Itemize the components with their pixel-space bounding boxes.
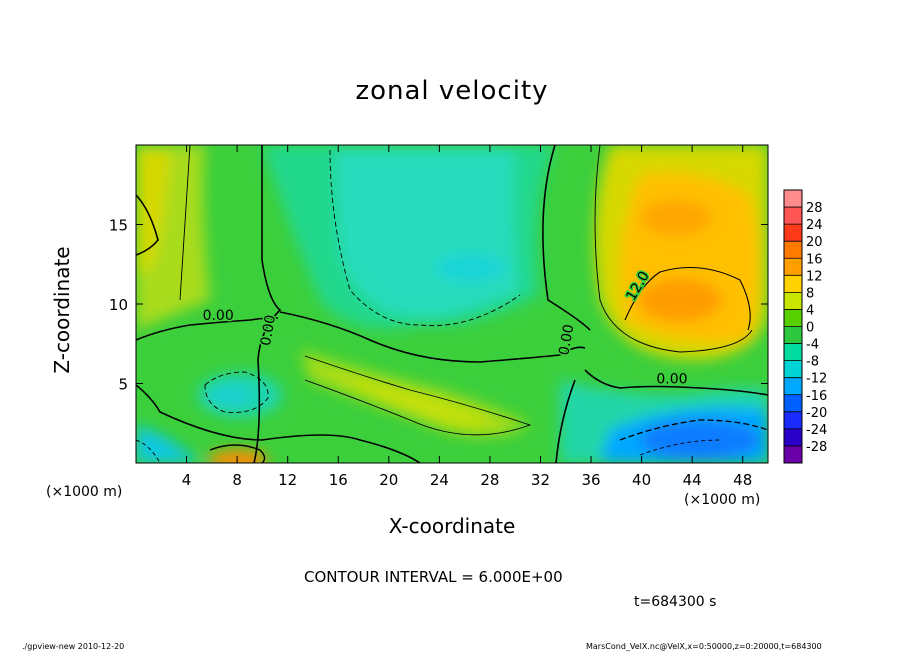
colorbar-swatch <box>784 326 802 345</box>
x-tick-label: 32 <box>531 471 550 489</box>
contour-interval-text: CONTOUR INTERVAL = 6.000E+00 <box>304 568 563 586</box>
colorbar-label: -28 <box>806 440 827 455</box>
colorbar-swatch <box>784 428 802 447</box>
colorbar-swatch <box>784 309 802 327</box>
colorbar-swatch <box>784 258 802 276</box>
footer-data-source: MarsCond_VelX.nc@VelX,x=0:50000,z=0:2000… <box>586 642 822 651</box>
colorbar-label: -24 <box>806 423 827 438</box>
colorbar-swatch <box>784 207 802 225</box>
colorbar-label: -20 <box>806 406 827 421</box>
chart-title: zonal velocity <box>355 76 549 106</box>
x-tick-label: 40 <box>632 471 651 489</box>
colorbar-label: 0 <box>806 321 814 336</box>
colorbar-label: -8 <box>806 355 819 370</box>
y-axis-ticks: 5 10 15 <box>109 217 768 394</box>
colorbar-swatch <box>784 377 802 396</box>
colorbar-label: 28 <box>806 201 823 216</box>
colorbar-label: 16 <box>806 252 823 267</box>
x-tick-label: 24 <box>430 471 449 489</box>
colorbar-label: -4 <box>806 338 819 353</box>
x-tick-label: 44 <box>683 471 702 489</box>
x-tick-label: 8 <box>232 471 242 489</box>
colorbar-swatch <box>784 275 802 293</box>
x-tick-label: 28 <box>480 471 499 489</box>
y-tick-label: 10 <box>109 296 128 314</box>
colorbar-label: -12 <box>806 372 827 387</box>
x-axis-label: X-coordinate <box>0 514 904 538</box>
x-unit-note-left: (×1000 m) <box>46 484 123 500</box>
colorbar-swatch <box>784 224 802 242</box>
contour-label: 0.00 <box>656 372 687 388</box>
x-tick-label: 36 <box>581 471 600 489</box>
y-tick-label: 5 <box>118 376 128 394</box>
contour-label-halo: 0.00 <box>656 372 687 388</box>
colorbar-swatch <box>784 394 802 413</box>
colorbar-label: 24 <box>806 218 823 233</box>
contour-label: 0.00 <box>258 314 279 347</box>
colorbar-swatch <box>784 241 802 259</box>
colorbar-swatch <box>784 360 802 379</box>
x-axis-label-text: X-coordinate <box>388 514 516 538</box>
colorbar-swatch <box>784 190 802 208</box>
colorbar-swatch <box>784 411 802 430</box>
x-unit-note-right: (×1000 m) <box>684 492 761 508</box>
colorbar-label: 8 <box>806 286 814 301</box>
footer-program-info: ./gpview-new 2010-12-20 <box>22 642 125 651</box>
contour-label: 0.00 <box>556 323 577 356</box>
colorbar-label: 4 <box>806 303 814 318</box>
x-tick-label: 4 <box>182 471 192 489</box>
y-tick-label: 15 <box>109 217 128 235</box>
colorbar-label: 12 <box>806 269 823 284</box>
colorbar-label: -16 <box>806 389 827 404</box>
colorbar-swatch <box>784 343 802 362</box>
colorbar-label: 20 <box>806 235 823 250</box>
contour-label: 0.00 <box>203 308 234 324</box>
colorbar-swatch <box>784 445 802 464</box>
contour-lines <box>136 145 768 463</box>
time-label: t=684300 s <box>634 594 717 610</box>
contour-label-halo: 0.00 <box>203 308 234 324</box>
x-tick-label: 12 <box>278 471 297 489</box>
x-axis-ticks: 4 8 12 16 20 24 28 32 36 40 44 48 <box>182 145 752 489</box>
colorbar-swatch <box>784 292 802 310</box>
x-tick-label: 48 <box>733 471 752 489</box>
x-tick-label: 20 <box>379 471 398 489</box>
colorbar: 28 24 20 16 12 8 4 0 -4 -8 -12 -16 -20 -24 -28 <box>783 189 827 464</box>
x-tick-label: 16 <box>329 471 348 489</box>
